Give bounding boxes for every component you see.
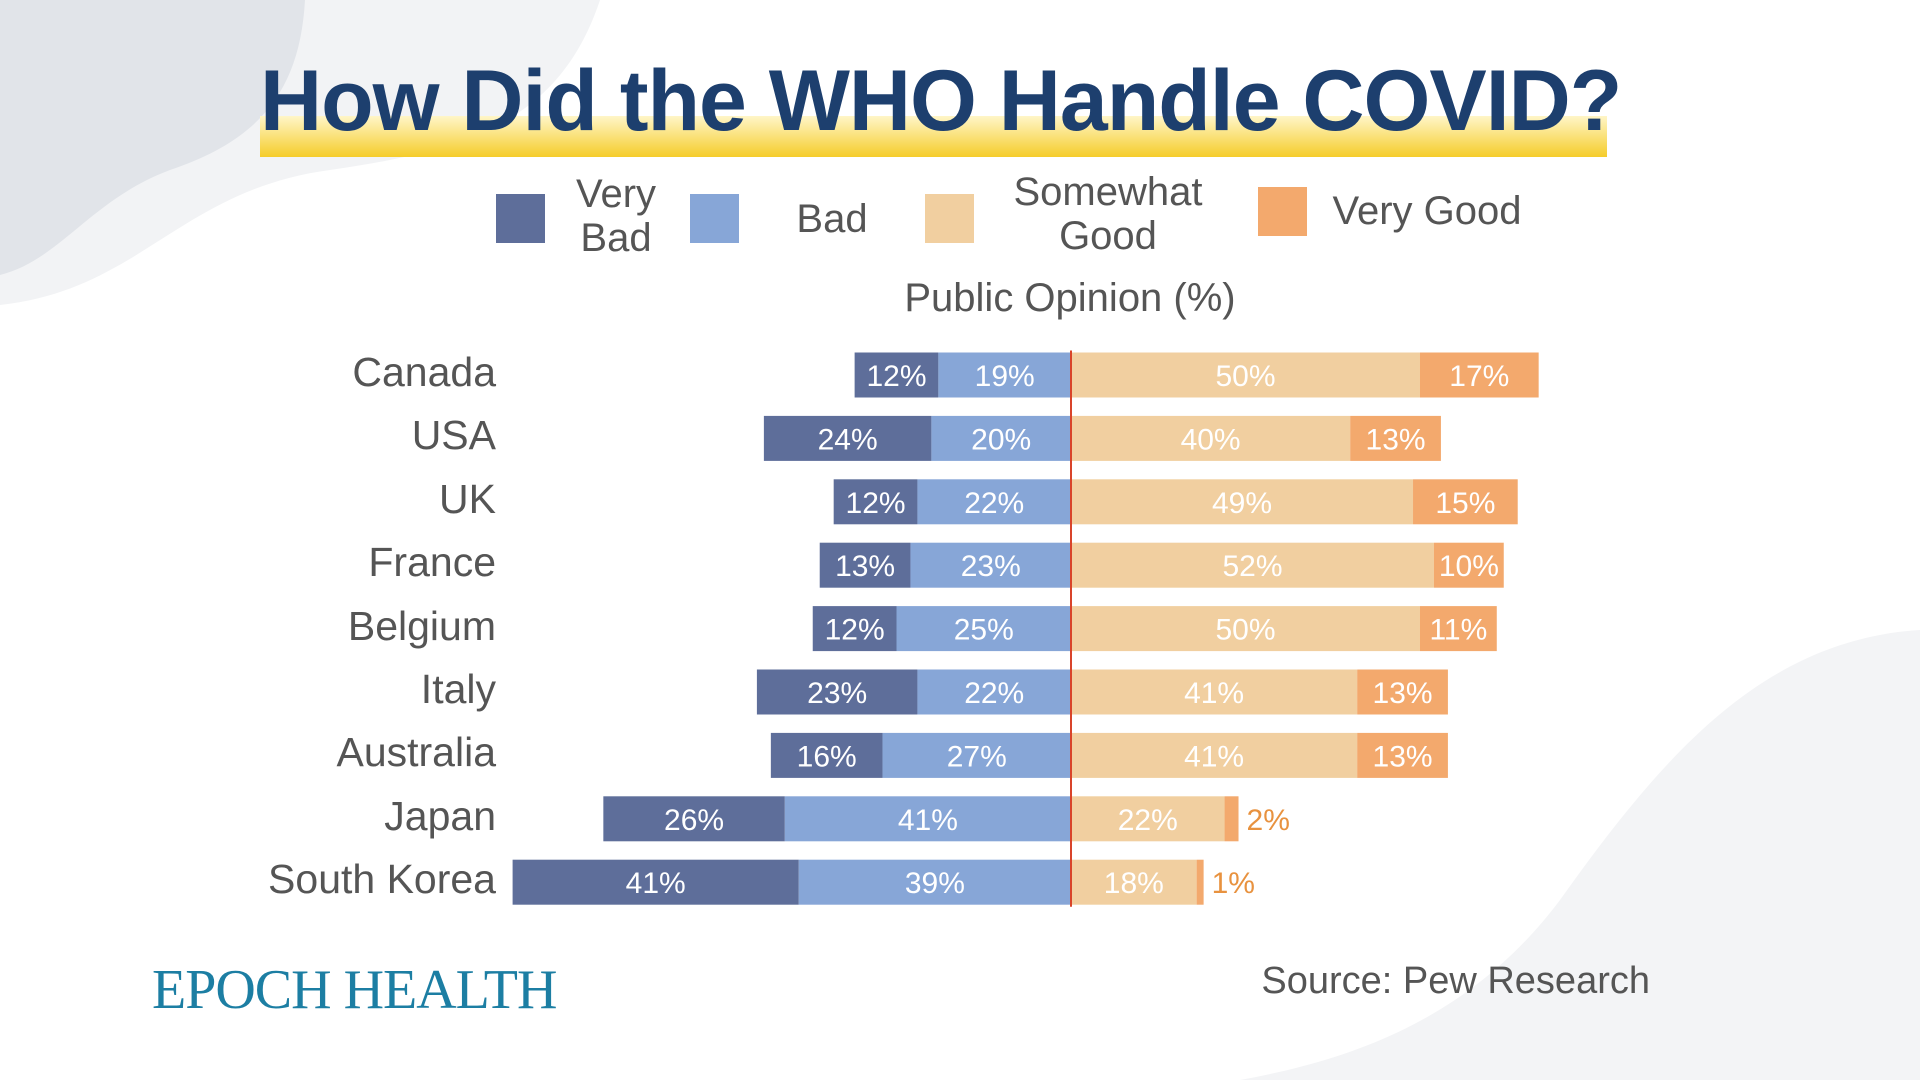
bar-very-good	[1420, 606, 1497, 652]
category-label: Japan	[384, 792, 496, 839]
bar-somewhat-good	[1071, 796, 1225, 842]
bar-bad	[910, 542, 1071, 588]
legend-label-very-bad: Very Bad	[575, 172, 657, 260]
bar-very-bad	[833, 479, 918, 525]
data-label: 22%	[1118, 804, 1178, 837]
bar-bad	[917, 669, 1071, 715]
data-label: 23%	[961, 550, 1021, 583]
legend-label-very-good: Very Good	[1332, 189, 1522, 233]
data-label: 27%	[947, 740, 1007, 773]
chart-title: How Did the WHO Handle COVID?	[260, 53, 1622, 149]
bar-very-bad	[854, 352, 939, 398]
legend-label-bad: Bad	[796, 197, 868, 241]
legend-label-somewhat-good: Somewhat Good	[1013, 170, 1203, 258]
data-label: 39%	[905, 867, 965, 900]
data-label: 22%	[964, 487, 1024, 520]
bar-bad	[798, 859, 1071, 905]
data-label: 22%	[964, 677, 1024, 710]
bar-very-bad	[819, 542, 911, 588]
data-label: 50%	[1215, 614, 1275, 647]
data-label: 23%	[807, 677, 867, 710]
data-label: 49%	[1212, 487, 1272, 520]
bar-very-bad	[812, 606, 897, 652]
bar-very-good	[1357, 669, 1448, 715]
bar-bad	[784, 796, 1071, 842]
title-highlight	[260, 116, 1607, 157]
data-label: 41%	[1184, 677, 1244, 710]
data-label: 25%	[954, 614, 1014, 647]
bar-very-bad	[770, 732, 883, 778]
bar-somewhat-good	[1071, 542, 1434, 588]
data-label: 41%	[898, 804, 958, 837]
category-label: France	[368, 539, 496, 586]
category-label: UK	[439, 475, 496, 522]
bar-very-good	[1196, 859, 1204, 905]
data-label: 13%	[835, 550, 895, 583]
legend-swatch-bad	[690, 194, 739, 243]
bar-very-good	[1433, 542, 1504, 588]
data-label: 12%	[825, 614, 885, 647]
bar-bad	[896, 606, 1071, 652]
bar-bad	[917, 479, 1071, 525]
data-label: 17%	[1449, 360, 1509, 393]
data-label: 18%	[1104, 867, 1164, 900]
bar-very-bad	[512, 859, 799, 905]
bar-somewhat-good	[1071, 479, 1414, 525]
legend-swatch-somewhat-good	[925, 194, 974, 243]
axis-title: Public Opinion (%)	[904, 276, 1236, 320]
bar-very-good	[1413, 479, 1518, 525]
category-label: South Korea	[268, 856, 496, 903]
bar-very-bad	[756, 669, 918, 715]
bar-very-good	[1420, 352, 1539, 398]
legend-swatch-very-bad	[496, 194, 545, 243]
category-label: Belgium	[347, 602, 496, 649]
bar-somewhat-good	[1071, 732, 1358, 778]
data-label: 15%	[1435, 487, 1495, 520]
category-label: Australia	[336, 729, 496, 776]
data-label: 41%	[626, 867, 686, 900]
bar-somewhat-good	[1071, 859, 1197, 905]
data-label: 19%	[975, 360, 1035, 393]
bar-bad	[931, 415, 1071, 461]
category-label: USA	[411, 412, 496, 459]
bar-somewhat-good	[1071, 669, 1358, 715]
data-label: 13%	[1373, 677, 1433, 710]
bar-somewhat-good	[1071, 606, 1420, 652]
data-label: 11%	[1429, 614, 1487, 647]
bar-bad	[938, 352, 1071, 398]
data-label: 20%	[971, 423, 1031, 456]
bar-very-bad	[763, 415, 932, 461]
data-label: 16%	[797, 740, 857, 773]
bar-very-good	[1357, 732, 1448, 778]
data-label: 10%	[1439, 550, 1499, 583]
source-note: Source: Pew Research	[1261, 960, 1650, 1002]
category-label: Canada	[352, 349, 496, 395]
data-label: 13%	[1373, 740, 1433, 773]
data-label: 12%	[866, 360, 926, 393]
legend-swatch-very-good	[1258, 187, 1307, 236]
data-label: 24%	[818, 423, 878, 456]
bar-very-good	[1350, 415, 1441, 461]
data-label: 2%	[1247, 804, 1290, 837]
data-label: 13%	[1366, 423, 1426, 456]
data-label: 50%	[1215, 360, 1275, 393]
brand-logo: EPOCH HEALTH	[152, 959, 557, 1021]
bar-very-bad	[603, 796, 785, 842]
bar-somewhat-good	[1071, 415, 1351, 461]
bar-very-good	[1224, 796, 1239, 842]
data-label: 40%	[1181, 423, 1241, 456]
bar-somewhat-good	[1071, 352, 1420, 398]
data-label: 12%	[846, 487, 906, 520]
data-label: 26%	[664, 804, 724, 837]
data-label: 41%	[1184, 740, 1244, 773]
data-label: 52%	[1222, 550, 1282, 583]
category-label: Italy	[420, 666, 496, 712]
data-label: 1%	[1212, 867, 1255, 900]
bar-bad	[882, 732, 1071, 778]
